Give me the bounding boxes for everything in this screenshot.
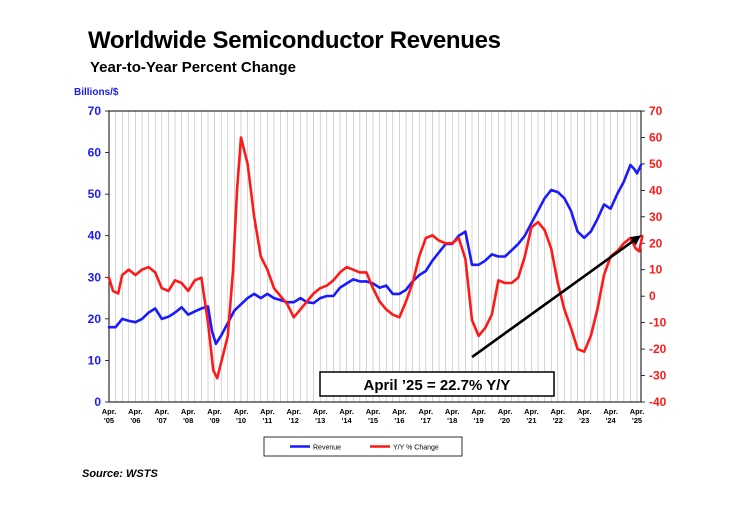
x-axis-tick-label: Apr. <box>577 407 592 416</box>
x-axis-tick-year: '09 <box>210 416 220 425</box>
chart-subtitle: Year-to-Year Percent Change <box>90 59 296 76</box>
x-axis-tick-label: Apr. <box>155 407 170 416</box>
x-axis-tick-label: Apr. <box>207 407 222 416</box>
annotation-label: April ’25 = 22.7% Y/Y <box>364 377 511 394</box>
x-axis-tick-year: '25 <box>632 416 642 425</box>
legend-yoy-label: Y/Y % Change <box>393 445 439 452</box>
annotation-box: April ’25 = 22.7% Y/Y <box>319 371 555 397</box>
right-axis-tick-label: -10 <box>649 316 667 330</box>
right-axis-tick-label: 0 <box>649 289 656 303</box>
x-axis-tick-year: '08 <box>183 416 193 425</box>
x-axis: Apr.'05Apr.'06Apr.'07Apr.'08Apr.'09Apr.'… <box>102 407 645 425</box>
right-axis-tick-label: -30 <box>649 369 667 383</box>
x-axis-tick-year: '19 <box>474 416 484 425</box>
x-axis-tick-year: '05 <box>104 416 114 425</box>
yoy-change-line <box>107 136 644 380</box>
grid-lines <box>115 111 638 402</box>
x-axis-tick-label: Apr. <box>630 407 645 416</box>
x-axis-tick-year: '18 <box>447 416 457 425</box>
x-axis-tick-label: Apr. <box>234 407 249 416</box>
x-axis-tick-year: '22 <box>553 416 563 425</box>
x-axis-tick-label: Apr. <box>287 407 302 416</box>
legend-frame <box>263 436 463 457</box>
source-note: Source: WSTS <box>82 468 158 480</box>
x-axis-tick-label: Apr. <box>181 407 196 416</box>
right-axis-tick-label: 10 <box>649 263 663 277</box>
x-axis-tick-year: '12 <box>289 416 299 425</box>
x-axis-tick-year: '14 <box>342 416 353 425</box>
x-axis-tick-label: Apr. <box>445 407 460 416</box>
left-axis-tick-label: 50 <box>88 187 102 201</box>
x-axis-tick-label: Apr. <box>392 407 407 416</box>
right-axis-tick-label: 40 <box>649 183 663 197</box>
x-axis-tick-year: '20 <box>500 416 510 425</box>
trend-arrow-head <box>629 235 641 246</box>
x-axis-tick-label: Apr. <box>366 407 381 416</box>
left-axis-tick-label: 70 <box>88 104 102 118</box>
chart-title: Worldwide Semiconductor Revenues <box>88 27 501 54</box>
x-axis-tick-year: '10 <box>236 416 246 425</box>
right-axis: -40 -30 -20 -10 0 10 20 30 40 50 60 70 <box>641 104 667 409</box>
x-axis-tick-label: Apr. <box>524 407 539 416</box>
right-axis-tick-label: 50 <box>649 157 663 171</box>
left-axis-tick-label: 40 <box>88 229 102 243</box>
x-axis-tick-label: Apr. <box>419 407 434 416</box>
right-axis-tick-label: 20 <box>649 236 663 250</box>
left-axis-tick-label: 10 <box>88 353 102 367</box>
left-axis-tick-label: 60 <box>88 146 102 160</box>
right-axis-tick-label: 70 <box>649 104 663 118</box>
right-axis-tick-label: -20 <box>649 342 667 356</box>
x-axis-tick-label: Apr. <box>498 407 513 416</box>
annotation-box-frame <box>319 371 555 397</box>
x-axis-tick-year: '15 <box>368 416 378 425</box>
x-axis-tick-label: Apr. <box>313 407 328 416</box>
x-axis-tick-year: '17 <box>421 416 431 425</box>
left-axis-tick-label: 0 <box>94 395 101 409</box>
x-axis-tick-year: '21 <box>526 416 536 425</box>
x-axis-tick-year: '11 <box>263 416 273 425</box>
x-axis-tick-year: '16 <box>394 416 404 425</box>
x-axis-tick-label: Apr. <box>128 407 143 416</box>
x-axis-tick-year: '24 <box>606 416 617 425</box>
right-axis-tick-label: 30 <box>649 210 663 224</box>
left-axis-unit-label: Billions/$ <box>74 87 119 98</box>
right-axis-tick-label: -40 <box>649 395 667 409</box>
trend-arrow <box>471 235 641 359</box>
x-axis-tick-label: Apr. <box>260 407 275 416</box>
right-axis-tick-label: 60 <box>649 130 663 144</box>
left-axis: 0 10 20 30 40 50 60 70 <box>88 104 109 409</box>
x-axis-tick-year: '07 <box>157 416 167 425</box>
x-axis-tick-label: Apr. <box>471 407 486 416</box>
trend-arrow-shaft <box>471 240 634 359</box>
legend: Revenue Y/Y % Change <box>263 436 463 457</box>
x-axis-tick-label: Apr. <box>339 407 354 416</box>
left-axis-tick-label: 20 <box>88 312 102 326</box>
x-axis-tick-year: '13 <box>315 416 325 425</box>
x-axis-tick-year: '23 <box>579 416 589 425</box>
series-layer <box>107 136 644 380</box>
legend-revenue-label: Revenue <box>313 445 341 452</box>
left-axis-tick-label: 30 <box>88 270 102 284</box>
plot-area-frame <box>108 110 642 403</box>
x-axis-tick-label: Apr. <box>603 407 618 416</box>
x-axis-tick-label: Apr. <box>551 407 566 416</box>
revenue-line <box>107 163 643 346</box>
x-axis-tick-year: '06 <box>130 416 140 425</box>
x-axis-tick-label: Apr. <box>102 407 117 416</box>
